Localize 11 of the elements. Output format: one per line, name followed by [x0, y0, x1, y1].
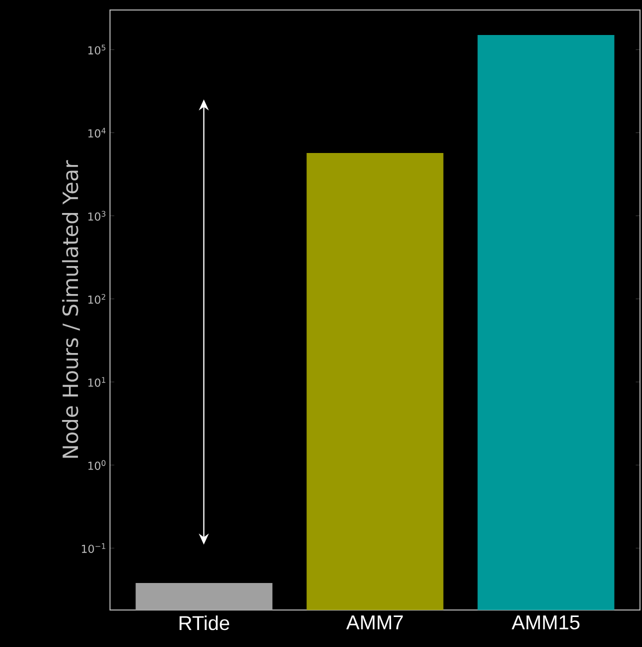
y-tick-label: 10$^{3}$	[88, 210, 106, 221]
y-tick-label: 10$^{0}$	[88, 460, 106, 470]
y-tick-label: 10$^{−1}$	[82, 543, 106, 553]
x-tick-label: AMM7	[346, 616, 403, 630]
y-tick-label: 10$^{1}$	[88, 377, 106, 387]
y-tick-label: 10$^{2}$	[88, 294, 106, 304]
x-tick-label: RTide	[180, 616, 230, 630]
x-tick-label: AMM15	[512, 616, 580, 630]
y-tick-label: 10$^{4}$	[88, 128, 106, 138]
y-tick-label: 10$^{5}$	[88, 44, 106, 54]
y-axis-title: Node Hours / Simulated Year	[62, 160, 80, 458]
